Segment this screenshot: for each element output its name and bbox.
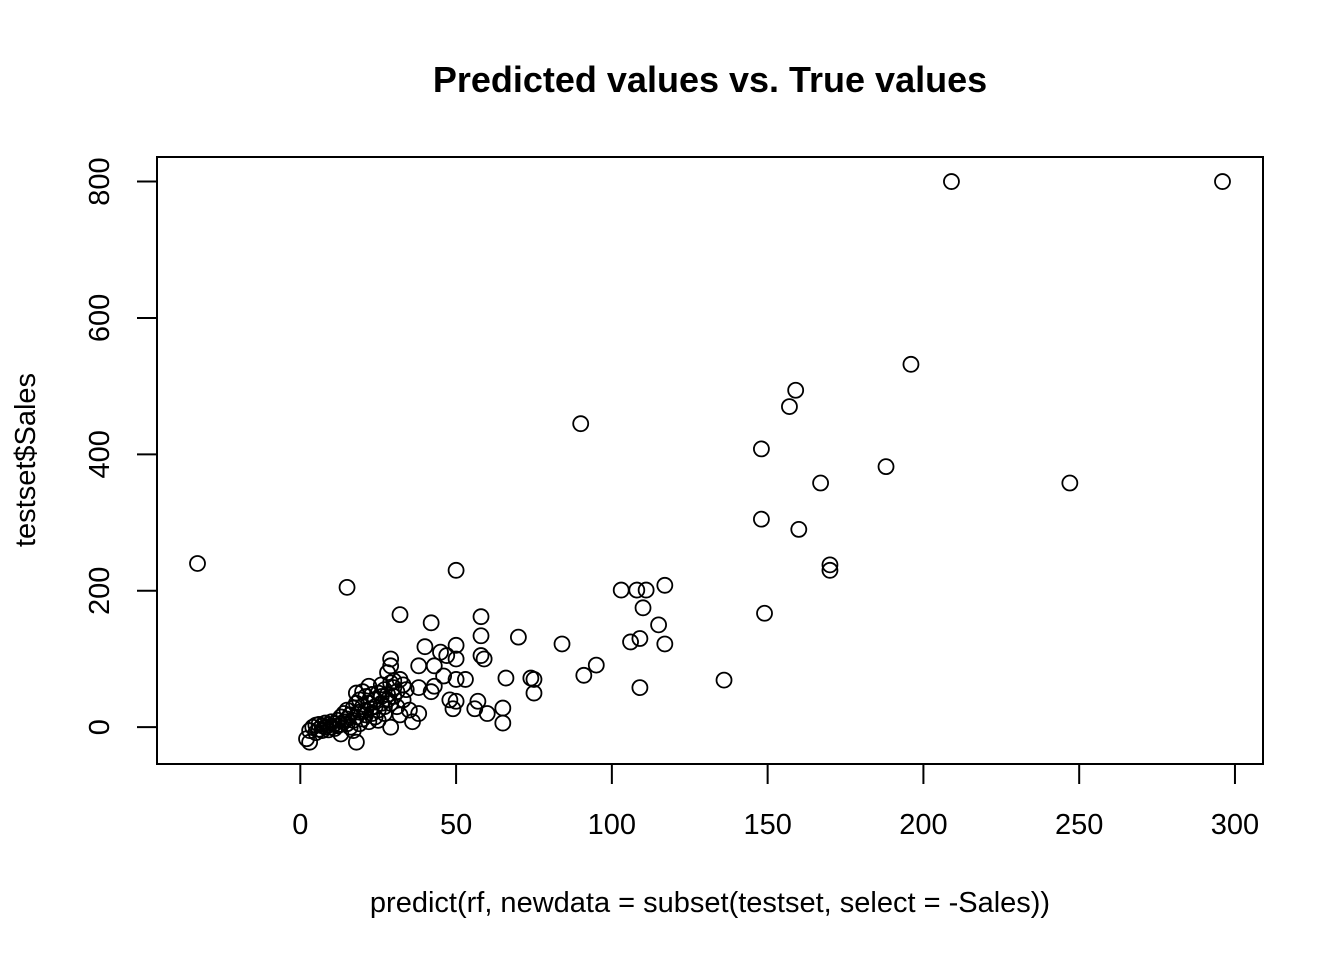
x-tick-label: 250	[1055, 809, 1103, 841]
data-point	[391, 606, 409, 624]
y-tick-label: 200	[84, 567, 116, 615]
x-axis-label: predict(rf, newdata = subset(testset, se…	[370, 887, 1050, 919]
data-point	[494, 714, 512, 732]
data-point	[634, 599, 652, 617]
data-point	[347, 733, 365, 751]
y-axis: 0 200 400 600 800	[84, 157, 158, 735]
plot-frame	[156, 156, 1264, 765]
data-point	[612, 581, 630, 599]
data-point	[435, 667, 453, 685]
data-point	[441, 691, 459, 709]
data-point	[472, 627, 490, 645]
chart-title: Predicted values vs. True values	[433, 59, 987, 100]
data-point	[351, 715, 368, 733]
data-point	[316, 718, 334, 736]
data-point	[475, 650, 493, 668]
data-point	[877, 458, 895, 476]
data-point	[628, 581, 646, 599]
y-tick-label: 0	[84, 719, 116, 735]
y-tick-label: 600	[84, 294, 116, 342]
data-point	[631, 630, 649, 647]
data-point	[587, 656, 605, 674]
data-point	[444, 700, 462, 718]
data-point	[656, 635, 674, 653]
data-point	[821, 556, 839, 574]
data-point	[469, 692, 487, 710]
data-point	[650, 616, 667, 634]
data-point	[447, 692, 465, 710]
data-point	[372, 676, 390, 694]
data-point	[478, 705, 496, 722]
data-point	[572, 415, 590, 433]
data-point	[756, 604, 773, 622]
x-tick-label: 50	[440, 809, 472, 841]
x-tick-label: 100	[588, 809, 636, 841]
x-tick-label: 150	[743, 809, 791, 841]
data-point	[753, 440, 770, 458]
data-point	[313, 722, 331, 739]
data-point	[338, 578, 356, 596]
x-tick-label: 200	[899, 809, 947, 841]
data-point	[509, 628, 527, 646]
data-point	[821, 561, 839, 579]
data-point	[410, 657, 428, 675]
data-point	[943, 173, 960, 190]
data-point	[422, 614, 440, 632]
x-tick-label: 0	[292, 809, 308, 841]
data-points	[189, 173, 1231, 751]
data-point	[497, 669, 515, 687]
data-point	[781, 398, 798, 416]
x-tick-label: 300	[1211, 809, 1259, 841]
y-axis-label: testset$Sales	[10, 373, 42, 547]
data-point	[575, 666, 593, 684]
data-point	[790, 520, 808, 538]
data-point	[385, 672, 403, 690]
data-point	[422, 683, 440, 701]
data-point	[787, 381, 805, 399]
data-point	[382, 718, 400, 736]
data-point	[189, 555, 206, 572]
data-point	[447, 650, 465, 668]
data-point	[656, 576, 674, 594]
data-point	[410, 679, 428, 697]
data-point	[1214, 173, 1231, 190]
data-point	[812, 474, 829, 492]
data-point	[400, 701, 418, 719]
data-point	[447, 671, 465, 688]
data-point	[457, 671, 474, 688]
data-point	[753, 510, 770, 528]
data-point	[525, 671, 543, 688]
data-point	[472, 608, 490, 626]
data-point	[631, 679, 649, 697]
data-point	[397, 681, 415, 699]
y-tick-label: 800	[84, 157, 116, 205]
y-tick-label: 400	[84, 430, 116, 478]
data-point	[472, 647, 490, 664]
data-point	[525, 684, 543, 702]
data-point	[410, 705, 428, 722]
data-point	[394, 676, 412, 694]
data-point	[637, 581, 655, 599]
data-point	[447, 636, 465, 654]
data-point	[553, 635, 571, 653]
data-point	[715, 671, 733, 689]
data-point	[416, 638, 434, 656]
data-point	[425, 657, 443, 675]
data-point	[438, 647, 456, 664]
data-point	[902, 355, 920, 373]
data-point	[1061, 474, 1079, 492]
x-axis: 0 50 100 150 200 250 300	[292, 763, 1259, 841]
data-point	[622, 633, 639, 651]
data-point	[447, 561, 465, 579]
data-point	[494, 699, 512, 717]
